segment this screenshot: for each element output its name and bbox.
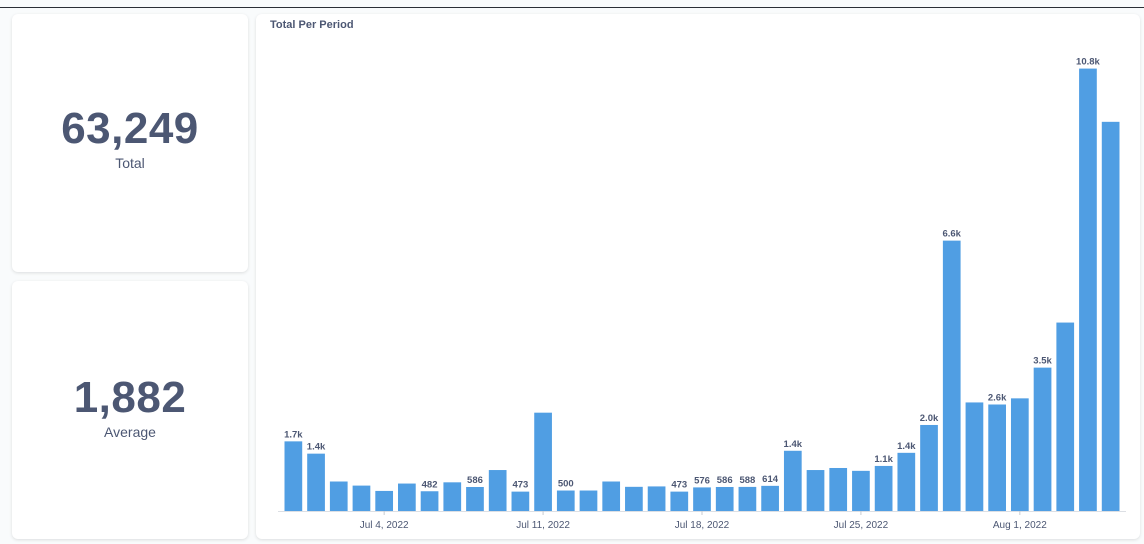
bar-value-label: 586 [717, 475, 733, 486]
bar-value-label: 1.7k [284, 429, 303, 440]
average-label: Average [104, 424, 156, 440]
bar-2022-07-07[interactable] [443, 482, 462, 511]
bar-value-label: 1.1k [874, 454, 893, 465]
bar-value-label: 6.6k [942, 229, 961, 240]
bar-value-label: 473 [512, 480, 528, 491]
bar-2022-08-01[interactable] [1010, 398, 1029, 511]
bar-2022-07-01[interactable] [307, 453, 325, 511]
bar-2022-07-05[interactable] [398, 483, 416, 511]
bar-2022-08-04[interactable] [1079, 68, 1097, 511]
average-value: 1,882 [73, 373, 187, 422]
bar-value-label: 1.4k [897, 441, 916, 452]
x-tick-label: Jul 25, 2022 [834, 520, 889, 531]
bar-2022-07-20[interactable] [738, 486, 757, 511]
bar-2022-07-26[interactable] [874, 465, 893, 511]
bar-2022-07-30[interactable] [965, 402, 984, 511]
bar-value-label: 588 [739, 475, 755, 486]
bar-2022-07-19[interactable] [715, 486, 734, 511]
bar-value-label: 10.8k [1076, 57, 1100, 68]
x-tick-label: Aug 1, 2022 [993, 520, 1047, 531]
x-tick-label: Jul 4, 2022 [360, 520, 409, 531]
bar-chart-card[interactable]: Total Per Period 1.7k 1.4k 482 586 473 500 473… [256, 14, 1140, 539]
bar-2022-07-03[interactable] [352, 485, 371, 511]
bar-value-label: 3.5k [1033, 356, 1052, 367]
bar-2022-06-30[interactable] [284, 441, 303, 511]
bar-2022-07-08[interactable] [466, 486, 484, 511]
bar-2022-07-15[interactable] [625, 486, 643, 511]
top-border [0, 7, 1144, 8]
total-scalar-card[interactable]: 63,249 Total [12, 14, 248, 272]
bar-2022-07-17[interactable] [670, 491, 689, 511]
bar-2022-07-28[interactable] [920, 424, 938, 511]
bar-2022-07-12[interactable] [556, 490, 575, 511]
bar-2022-07-24[interactable] [829, 467, 848, 511]
total-label: Total [115, 155, 145, 171]
bar-2022-08-05[interactable] [1101, 121, 1120, 511]
bar-2022-08-03[interactable] [1056, 322, 1075, 511]
x-tick-label: Jul 18, 2022 [675, 520, 730, 531]
bar-value-label: 2.6k [988, 392, 1007, 403]
bar-value-label: 473 [671, 480, 687, 491]
bar-value-label: 576 [694, 475, 710, 486]
total-value: 63,249 [61, 104, 199, 153]
bar-value-label: 482 [422, 479, 438, 490]
bar-value-label: 1.4k [307, 442, 326, 453]
bar-2022-07-29[interactable] [942, 240, 961, 511]
bar-2022-07-10[interactable] [511, 491, 530, 511]
bar-2022-07-06[interactable] [420, 491, 439, 511]
bar-2022-08-02[interactable] [1033, 367, 1052, 511]
chart-title: Total Per Period [270, 19, 354, 31]
bar-2022-07-22[interactable] [783, 450, 802, 511]
bar-2022-07-27[interactable] [897, 452, 916, 511]
bar-2022-07-25[interactable] [852, 470, 870, 511]
bar-value-label: 500 [558, 479, 574, 490]
bar-2022-07-31[interactable] [988, 404, 1006, 511]
bar-2022-07-13[interactable] [579, 490, 598, 511]
bar-2022-07-14[interactable] [602, 481, 621, 511]
bar-value-label: 1.4k [784, 439, 803, 450]
bar-chart: 1.7k 1.4k 482 586 473 500 473 576 586 588 614 1.4k 1… [278, 57, 1126, 531]
bar-2022-07-02[interactable] [329, 481, 348, 511]
average-scalar-card[interactable]: 1,882 Average [12, 281, 248, 539]
bar-value-label: 586 [467, 475, 483, 486]
bar-2022-07-18[interactable] [693, 487, 711, 511]
bar-2022-07-16[interactable] [647, 486, 666, 511]
bar-2022-07-21[interactable] [761, 485, 779, 511]
bar-2022-07-23[interactable] [806, 470, 825, 511]
bar-value-label: 614 [762, 474, 779, 485]
bar-value-label: 2.0k [920, 413, 939, 424]
x-tick-label: Jul 11, 2022 [516, 520, 570, 531]
bar-2022-07-11[interactable] [534, 412, 552, 511]
bar-2022-07-09[interactable] [488, 470, 507, 511]
bar-2022-07-04[interactable] [375, 490, 394, 511]
